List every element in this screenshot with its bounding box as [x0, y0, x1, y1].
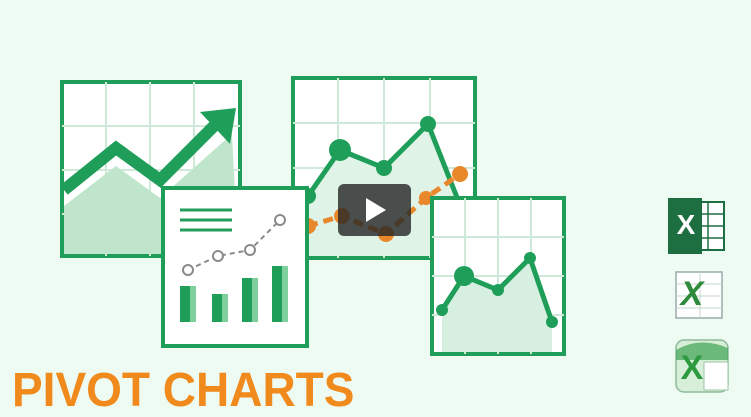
- trend-arrow-icon: [200, 108, 236, 144]
- excel-icon-classic: [675, 271, 723, 319]
- excel-letter-2: X: [680, 275, 704, 313]
- excel-letter-3: X: [680, 349, 704, 387]
- excel-icon-old: [675, 339, 729, 393]
- excel-letter-1: X: [676, 209, 696, 240]
- play-button[interactable]: [338, 184, 411, 236]
- play-icon: [366, 198, 386, 222]
- page-title: PIVOT CHARTS: [12, 362, 355, 417]
- excel-icon-flat: [668, 198, 725, 254]
- report-panel: [161, 186, 309, 348]
- small-line-chart-panel: [430, 196, 566, 356]
